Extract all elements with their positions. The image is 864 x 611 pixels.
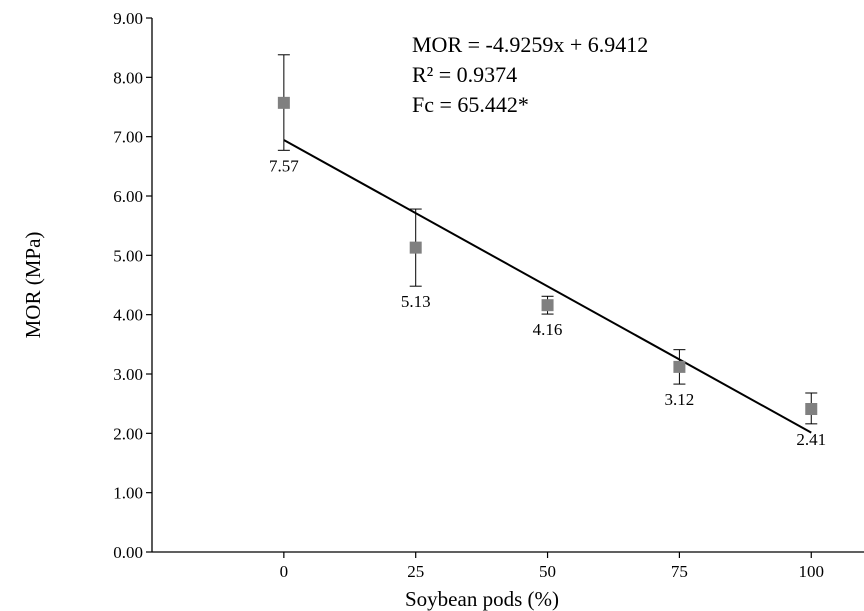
- data-marks: 7.57 5.13 4.16 3.12 2.41: [269, 54, 826, 449]
- y-tick-label: 1.00: [113, 484, 143, 503]
- x-tick-label: 50: [539, 562, 556, 581]
- y-tick-label: 7.00: [113, 128, 143, 147]
- axes: 0.00 1.00 2.00 3.00 4.00 5.00 6.00 7.00 8.00 9.00…: [113, 9, 864, 581]
- data-label: 7.57: [269, 156, 299, 175]
- data-point: [673, 360, 686, 373]
- trendline-group: [283, 139, 812, 434]
- data-point: [805, 403, 818, 416]
- data-point: [409, 241, 422, 254]
- x-tick-label: 25: [407, 562, 424, 581]
- equation-line: Fc = 65.442*: [412, 92, 529, 117]
- data-label: 5.13: [401, 292, 431, 311]
- data-label: 2.41: [796, 430, 826, 449]
- regression-equation: MOR = -4.9259x + 6.9412 R² = 0.9374 Fc = 6…: [412, 32, 648, 117]
- y-tick-label: 6.00: [113, 187, 143, 206]
- data-point: [277, 96, 290, 109]
- x-tick-label: 75: [671, 562, 688, 581]
- x-tick-label: 100: [799, 562, 825, 581]
- y-tick-label: 0.00: [113, 543, 143, 562]
- x-tick-label: 0: [280, 562, 289, 581]
- y-tick-label: 5.00: [113, 246, 143, 265]
- data-label: 4.16: [533, 320, 563, 339]
- data-label: 3.12: [665, 390, 695, 409]
- equation-line: R² = 0.9374: [412, 62, 517, 87]
- equation-line: MOR = -4.9259x + 6.9412: [412, 32, 648, 57]
- y-tick-label: 4.00: [113, 306, 143, 325]
- data-point: [541, 299, 554, 312]
- trendline: [283, 139, 812, 434]
- y-tick-label: 9.00: [113, 9, 143, 28]
- y-tick-label: 2.00: [113, 424, 143, 443]
- y-tick-label: 3.00: [113, 365, 143, 384]
- y-tick-label: 8.00: [113, 68, 143, 87]
- x-axis-title: Soybean pods (%): [405, 587, 559, 611]
- y-axis-title: MOR (MPa): [21, 232, 45, 339]
